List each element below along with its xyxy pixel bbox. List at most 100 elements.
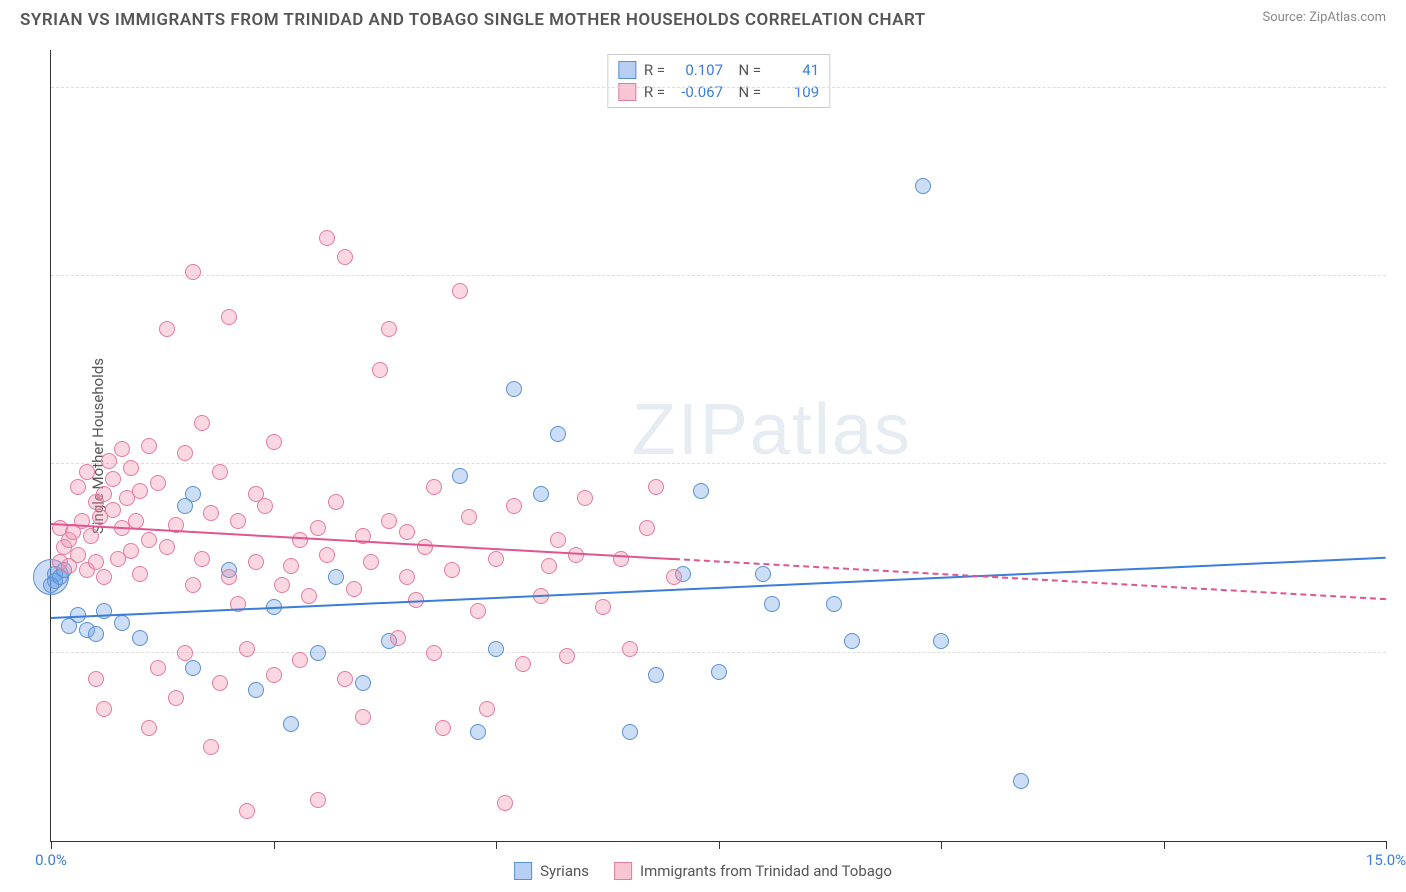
scatter-point <box>426 645 442 661</box>
scatter-point <box>399 569 415 585</box>
scatter-point <box>96 486 112 502</box>
scatter-point <box>177 445 193 461</box>
scatter-point <box>203 505 219 521</box>
legend-label: Syrians <box>540 862 589 880</box>
scatter-point <box>310 520 326 536</box>
legend-swatch <box>614 862 632 880</box>
scatter-point <box>292 532 308 548</box>
scatter-point <box>328 569 344 585</box>
scatter-point <box>435 720 451 736</box>
scatter-point <box>150 660 166 676</box>
x-tick <box>496 841 497 849</box>
scatter-point <box>123 460 139 476</box>
legend-label: Immigrants from Trinidad and Tobago <box>640 862 892 880</box>
scatter-point <box>426 479 442 495</box>
legend-item: Syrians <box>514 862 589 880</box>
scatter-point <box>355 675 371 691</box>
scatter-point <box>755 566 771 582</box>
x-tick <box>1164 841 1165 849</box>
scatter-point <box>933 633 949 649</box>
stats-row: R =-0.067 N =109 <box>618 81 819 103</box>
legend-swatch <box>618 61 636 79</box>
scatter-point <box>292 652 308 668</box>
scatter-point <box>141 438 157 454</box>
scatter-point <box>444 562 460 578</box>
scatter-point <box>346 581 362 597</box>
scatter-point <box>159 321 175 337</box>
scatter-point <box>319 547 335 563</box>
scatter-point <box>70 479 86 495</box>
scatter-point <box>79 464 95 480</box>
scatter-point <box>337 671 353 687</box>
scatter-point <box>622 724 638 740</box>
gridline <box>51 87 1386 88</box>
scatter-point <box>185 264 201 280</box>
scatter-point <box>764 596 780 612</box>
scatter-point <box>488 551 504 567</box>
scatter-point <box>132 483 148 499</box>
legend-swatch <box>514 862 532 880</box>
scatter-point <box>328 494 344 510</box>
scatter-point <box>123 543 139 559</box>
x-tick <box>1386 841 1387 849</box>
scatter-point <box>506 498 522 514</box>
chart-plot-area: ZIPatlas R =0.107 N =41R =-0.067 N =109 … <box>50 50 1386 842</box>
scatter-point <box>479 701 495 717</box>
legend-item: Immigrants from Trinidad and Tobago <box>614 862 892 880</box>
x-tick <box>719 841 720 849</box>
scatter-point <box>248 554 264 570</box>
scatter-point <box>470 603 486 619</box>
scatter-point <box>639 520 655 536</box>
scatter-point <box>239 641 255 657</box>
scatter-point <box>194 415 210 431</box>
scatter-point <box>132 630 148 646</box>
scatter-point <box>203 739 219 755</box>
r-value: 0.107 <box>673 61 723 79</box>
scatter-point <box>497 795 513 811</box>
scatter-point <box>212 675 228 691</box>
scatter-point <box>693 483 709 499</box>
scatter-point <box>648 479 664 495</box>
scatter-point <box>310 645 326 661</box>
chart-title: SYRIAN VS IMMIGRANTS FROM TRINIDAD AND T… <box>20 10 926 30</box>
scatter-point <box>177 645 193 661</box>
scatter-point <box>168 690 184 706</box>
scatter-point <box>488 641 504 657</box>
scatter-point <box>132 566 148 582</box>
scatter-point <box>221 569 237 585</box>
scatter-point <box>506 381 522 397</box>
trend-line <box>674 558 1386 600</box>
scatter-point <box>266 667 282 683</box>
x-tick-label: 0.0% <box>35 851 67 869</box>
scatter-point <box>915 178 931 194</box>
x-tick <box>274 841 275 849</box>
scatter-point <box>577 490 593 506</box>
scatter-point <box>826 596 842 612</box>
scatter-point <box>159 539 175 555</box>
scatter-point <box>141 720 157 736</box>
n-label: N = <box>731 61 761 79</box>
scatter-point <box>666 569 682 585</box>
y-tick-label: 15.0% <box>1391 249 1406 267</box>
scatter-point <box>515 656 531 672</box>
scatter-point <box>88 671 104 687</box>
scatter-point <box>363 554 379 570</box>
scatter-point <box>105 502 121 518</box>
scatter-point <box>283 716 299 732</box>
n-value: 41 <box>769 61 819 79</box>
scatter-point <box>452 283 468 299</box>
bottom-legend: Syrians Immigrants from Trinidad and Toba… <box>514 862 892 880</box>
scatter-point <box>381 513 397 529</box>
scatter-point <box>230 513 246 529</box>
scatter-point <box>319 230 335 246</box>
scatter-point <box>844 633 860 649</box>
header: SYRIAN VS IMMIGRANTS FROM TRINIDAD AND T… <box>0 0 1406 30</box>
scatter-point <box>372 362 388 378</box>
scatter-point <box>83 528 99 544</box>
scatter-point <box>550 426 566 442</box>
stats-legend-box: R =0.107 N =41R =-0.067 N =109 <box>607 54 830 108</box>
scatter-point <box>274 577 290 593</box>
scatter-point <box>533 486 549 502</box>
scatter-point <box>461 509 477 525</box>
scatter-point <box>257 498 273 514</box>
